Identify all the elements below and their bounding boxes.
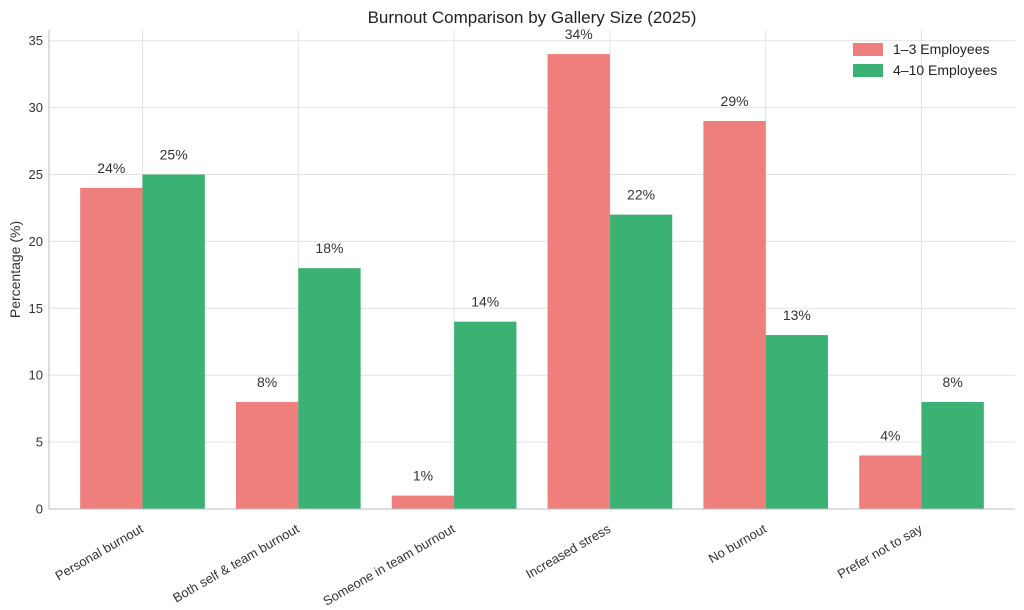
bar-value-label: 22% <box>627 187 655 203</box>
bar-value-label: 1% <box>413 468 433 484</box>
legend: 1–3 Employees 4–10 Employees <box>853 41 997 78</box>
y-tick-label: 15 <box>29 301 43 316</box>
y-tick-label: 35 <box>29 33 43 48</box>
bar <box>298 268 361 509</box>
x-tick-label: Increased stress <box>523 521 614 582</box>
y-tick-label: 10 <box>29 368 43 383</box>
legend-label: 1–3 Employees <box>893 41 990 57</box>
bar <box>921 401 984 509</box>
bar-value-label: 24% <box>97 160 125 176</box>
y-tick-label: 0 <box>36 502 43 517</box>
bar <box>765 335 829 509</box>
bar-value-label: 8% <box>257 374 277 390</box>
bar <box>391 495 455 509</box>
bar-value-label: 18% <box>315 240 343 256</box>
x-tick-label: Prefer not to say <box>835 521 926 582</box>
legend-swatch <box>853 64 883 77</box>
x-tick-label: Personal burnout <box>53 521 147 584</box>
y-axis-ticks: 0 5 10 15 20 25 30 35 <box>29 33 43 516</box>
x-tick-label: No burnout <box>706 521 770 566</box>
data-labels: 24% 8% 1% 34% 29% 4% 25% 18% 14% 22% 13% 8% <box>97 26 962 484</box>
y-tick-label: 25 <box>29 167 43 182</box>
y-axis-label: Percentage (%) <box>7 221 23 318</box>
bar-value-label: 8% <box>943 374 963 390</box>
x-axis-ticks: Personal burnout Both self & team burnout… <box>53 521 926 609</box>
y-tick-label: 30 <box>29 100 43 115</box>
bars <box>80 54 984 509</box>
y-tick-label: 5 <box>36 435 43 450</box>
x-tick-label: Someone in team burnout <box>320 521 457 609</box>
bar <box>142 174 205 509</box>
bar-value-label: 13% <box>783 307 811 323</box>
bar <box>454 321 517 509</box>
bar <box>859 455 922 509</box>
bar-value-label: 4% <box>880 427 900 443</box>
bar <box>235 401 299 509</box>
legend-swatch <box>853 43 883 56</box>
legend-label: 4–10 Employees <box>893 62 997 78</box>
bar <box>703 120 766 509</box>
bar-value-label: 34% <box>565 26 593 42</box>
bar <box>609 214 673 509</box>
bar <box>80 187 143 509</box>
y-tick-label: 20 <box>29 234 43 249</box>
chart-title: Burnout Comparison by Gallery Size (2025… <box>368 8 697 27</box>
bar-value-label: 14% <box>471 294 499 310</box>
bar-value-label: 25% <box>160 147 188 163</box>
x-tick-label: Both self & team burnout <box>170 521 302 606</box>
bar <box>547 54 610 509</box>
bar-value-label: 29% <box>721 93 749 109</box>
